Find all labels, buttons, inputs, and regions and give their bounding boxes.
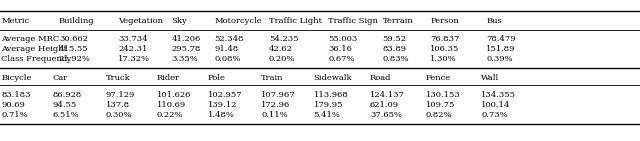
Text: Traffic Sign: Traffic Sign [328,17,378,25]
Text: 54.235: 54.235 [269,35,298,43]
Text: 151.89: 151.89 [486,45,516,53]
Text: 83.89: 83.89 [383,45,407,53]
Text: Person: Person [430,17,459,25]
Text: Average Height: Average Height [1,45,67,53]
Text: 59.52: 59.52 [383,35,407,43]
Text: Sky: Sky [172,17,188,25]
Text: 0.08%: 0.08% [214,55,241,63]
Text: 33.734: 33.734 [118,35,148,43]
Text: 0.67%: 0.67% [328,55,355,63]
Text: Sidewalk: Sidewalk [314,74,352,82]
Text: 134.355: 134.355 [481,91,516,99]
Text: 0.11%: 0.11% [261,111,288,119]
Text: Metric: Metric [1,17,29,25]
Text: Train: Train [261,74,284,82]
Text: 110.69: 110.69 [157,101,186,109]
Text: Terrain: Terrain [383,17,413,25]
Text: 30.662: 30.662 [59,35,88,43]
Text: Wall: Wall [481,74,500,82]
Text: 37.65%: 37.65% [370,111,402,119]
Text: 107.967: 107.967 [261,91,296,99]
Text: Fence: Fence [426,74,451,82]
Text: 0.20%: 0.20% [269,55,295,63]
Text: Building: Building [59,17,95,25]
Text: 101.626: 101.626 [157,91,191,99]
Text: 21.92%: 21.92% [59,55,91,63]
Text: 139.12: 139.12 [208,101,237,109]
Text: 5.41%: 5.41% [314,111,340,119]
Text: 106.35: 106.35 [430,45,460,53]
Text: 76.837: 76.837 [430,35,460,43]
Text: Bus: Bus [486,17,502,25]
Text: Road: Road [370,74,392,82]
Text: 42.62: 42.62 [269,45,292,53]
Text: 242.31: 242.31 [118,45,148,53]
Text: 91.48: 91.48 [214,45,239,53]
Text: 137.8: 137.8 [106,101,130,109]
Text: Traffic Light: Traffic Light [269,17,322,25]
Text: 621.09: 621.09 [370,101,399,109]
Text: 1.30%: 1.30% [430,55,457,63]
Text: 109.75: 109.75 [426,101,455,109]
Text: Truck: Truck [106,74,131,82]
Text: 94.55: 94.55 [52,101,77,109]
Text: 0.71%: 0.71% [1,111,28,119]
Text: 0.83%: 0.83% [383,55,410,63]
Text: Rider: Rider [157,74,180,82]
Text: 0.30%: 0.30% [106,111,132,119]
Text: 83.183: 83.183 [1,91,31,99]
Text: 90.69: 90.69 [1,101,25,109]
Text: 172.96: 172.96 [261,101,291,109]
Text: 1.48%: 1.48% [208,111,235,119]
Text: Motorcycle: Motorcycle [214,17,262,25]
Text: 52.348: 52.348 [214,35,244,43]
Text: 130.153: 130.153 [426,91,460,99]
Text: 0.82%: 0.82% [426,111,452,119]
Text: 179.95: 179.95 [314,101,343,109]
Text: 100.14: 100.14 [481,101,511,109]
Text: 41.206: 41.206 [172,35,201,43]
Text: 102.957: 102.957 [208,91,243,99]
Text: 0.73%: 0.73% [481,111,508,119]
Text: 295.78: 295.78 [172,45,201,53]
Text: 17.32%: 17.32% [118,55,150,63]
Text: Car: Car [52,74,68,82]
Text: 0.39%: 0.39% [486,55,513,63]
Text: 97.129: 97.129 [106,91,135,99]
Text: Class Frequency: Class Frequency [1,55,72,63]
Text: Pole: Pole [208,74,226,82]
Text: 36.16: 36.16 [328,45,352,53]
Text: 0.22%: 0.22% [157,111,183,119]
Text: 55.003: 55.003 [328,35,358,43]
Text: 78.479: 78.479 [486,35,516,43]
Text: 415.55: 415.55 [59,45,88,53]
Text: Average MRC: Average MRC [1,35,60,43]
Text: Bicycle: Bicycle [1,74,31,82]
Text: 124.137: 124.137 [370,91,404,99]
Text: 113.968: 113.968 [314,91,348,99]
Text: 3.35%: 3.35% [172,55,198,63]
Text: 6.51%: 6.51% [52,111,79,119]
Text: 86.928: 86.928 [52,91,82,99]
Text: Vegetation: Vegetation [118,17,163,25]
